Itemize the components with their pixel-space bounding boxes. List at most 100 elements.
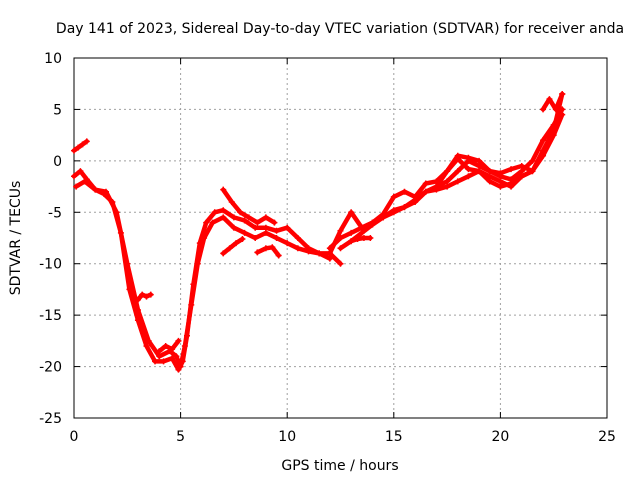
x-tick-label: 15: [385, 429, 403, 445]
series-line-7: [220, 236, 245, 256]
data-point: [390, 207, 397, 214]
data-point: [486, 178, 493, 185]
data-point: [173, 353, 180, 360]
data-point: [262, 214, 269, 221]
data-point: [201, 235, 208, 241]
data-series: [71, 91, 566, 373]
data-point: [348, 209, 355, 216]
data-point: [284, 224, 291, 231]
data-point: [444, 183, 451, 190]
data-point: [337, 235, 344, 241]
data-point: [211, 209, 218, 216]
data-point: [245, 214, 252, 221]
data-point: [552, 106, 559, 113]
data-point: [254, 219, 261, 226]
data-point: [273, 235, 280, 241]
data-point: [188, 301, 195, 308]
data-point: [358, 229, 365, 236]
series-line-5: [157, 338, 181, 354]
data-point: [102, 188, 109, 195]
data-point: [390, 193, 397, 200]
data-point: [508, 180, 515, 187]
data-point: [239, 236, 246, 243]
x-tick-label: 5: [176, 429, 185, 445]
data-point: [348, 238, 355, 245]
data-point: [354, 236, 361, 243]
data-point: [81, 178, 88, 185]
series-line-11: [338, 112, 565, 251]
y-tick-label: -20: [39, 360, 62, 376]
data-point: [540, 106, 547, 113]
data-point: [220, 186, 227, 193]
data-point: [230, 224, 237, 231]
data-point: [71, 173, 77, 180]
data-point: [169, 346, 176, 353]
data-point: [559, 111, 566, 118]
data-point: [134, 296, 141, 303]
data-point: [348, 229, 355, 236]
data-point: [476, 157, 483, 164]
data-point: [175, 337, 182, 344]
data-point: [550, 132, 557, 139]
data-point: [139, 291, 146, 298]
y-tick-label: 10: [44, 51, 62, 67]
data-point: [454, 178, 461, 185]
data-point: [326, 245, 333, 252]
data-point: [337, 260, 344, 267]
data-point: [220, 207, 227, 214]
x-axis-label: GPS time / hours: [281, 458, 398, 474]
data-point: [209, 219, 216, 226]
data-point: [305, 248, 312, 255]
data-point: [145, 337, 152, 344]
data-point: [160, 358, 167, 365]
data-point: [518, 173, 525, 180]
data-point: [529, 157, 536, 164]
data-point: [262, 229, 269, 236]
data-point: [444, 178, 451, 185]
data-point: [273, 227, 280, 234]
data-point: [401, 204, 408, 211]
data-point: [194, 260, 201, 267]
data-point: [156, 348, 163, 355]
y-tick-label: -15: [39, 308, 62, 324]
y-tick-label: 0: [53, 154, 62, 170]
data-point: [237, 209, 244, 216]
x-tick-label: 20: [491, 429, 509, 445]
data-point: [337, 245, 344, 252]
data-point: [177, 363, 184, 370]
data-point: [124, 260, 131, 267]
data-point: [92, 186, 99, 193]
data-point: [497, 170, 504, 177]
data-point: [454, 152, 461, 159]
data-point: [83, 138, 90, 145]
data-point: [316, 250, 323, 257]
data-point: [433, 183, 440, 190]
data-point: [540, 137, 547, 144]
y-tick-label: -25: [39, 411, 62, 427]
data-point: [454, 168, 461, 175]
data-point: [152, 358, 159, 365]
data-point: [412, 196, 419, 203]
data-point: [262, 224, 269, 231]
data-point: [326, 255, 333, 262]
data-point: [422, 188, 429, 195]
data-point: [380, 214, 387, 221]
data-point: [360, 235, 367, 241]
data-point: [358, 224, 365, 231]
data-point: [233, 240, 240, 247]
data-point: [294, 245, 301, 252]
data-point: [252, 235, 259, 241]
data-point: [156, 353, 163, 360]
data-point: [294, 235, 301, 241]
data-point: [486, 173, 493, 180]
data-point: [337, 227, 344, 234]
data-point: [162, 343, 169, 349]
data-point: [143, 343, 150, 349]
series-line-13: [434, 153, 535, 189]
data-point: [497, 183, 504, 190]
data-point: [465, 166, 472, 173]
data-point: [540, 152, 547, 159]
data-point: [230, 214, 237, 221]
data-point: [175, 366, 182, 373]
data-point: [529, 168, 536, 175]
